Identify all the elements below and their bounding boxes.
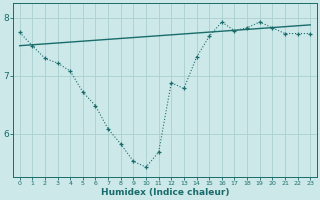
X-axis label: Humidex (Indice chaleur): Humidex (Indice chaleur) [101,188,229,197]
